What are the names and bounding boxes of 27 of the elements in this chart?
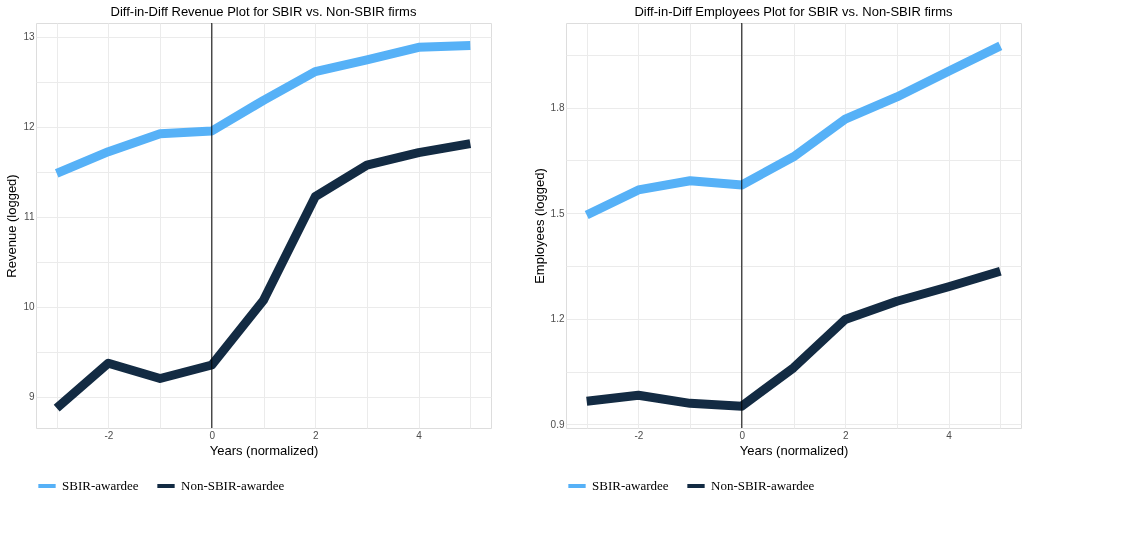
y-tick-label: 11 bbox=[24, 211, 35, 222]
legend-label: Non-SBIR-awardee bbox=[181, 478, 285, 493]
y-tick-label: 13 bbox=[23, 31, 35, 42]
legend-label: SBIR-awardee bbox=[592, 478, 669, 493]
y-tick-label: 9 bbox=[28, 391, 35, 402]
x-tick-label: 4 bbox=[946, 429, 953, 441]
x-tick-label: -2 bbox=[634, 429, 644, 441]
y-tick-label: 1.2 bbox=[550, 313, 565, 325]
x-axis-title: Years (normalized) bbox=[209, 442, 319, 458]
legend-label: Non-SBIR-awardee bbox=[711, 478, 815, 493]
x-axis-title: Years (normalized) bbox=[739, 442, 849, 458]
y-axis-title: Employees (logged) bbox=[531, 168, 547, 284]
y-tick-label: 1.5 bbox=[550, 207, 565, 219]
y-tick-label: 10 bbox=[23, 301, 35, 312]
x-tick-label: 2 bbox=[842, 429, 849, 441]
y-tick-label: 0.9 bbox=[550, 418, 565, 430]
y-axis-title: Revenue (logged) bbox=[4, 174, 20, 278]
chart-title: Diff-in-Diff Employees Plot for SBIR vs. Non-SBIR firms bbox=[634, 3, 954, 19]
x-tick-label: 4 bbox=[416, 429, 423, 441]
y-tick-label: 1.8 bbox=[550, 102, 565, 114]
x-tick-label: -2 bbox=[104, 429, 114, 441]
x-tick-label: 0 bbox=[739, 429, 746, 441]
x-tick-label: 2 bbox=[312, 429, 319, 441]
x-tick-label: 0 bbox=[209, 429, 216, 441]
y-tick-label: 12 bbox=[23, 121, 35, 132]
legend-label: SBIR-awardee bbox=[62, 478, 139, 493]
chart-title: Diff-in-Diff Revenue Plot for SBIR vs. Non-SBIR firms bbox=[110, 3, 417, 19]
